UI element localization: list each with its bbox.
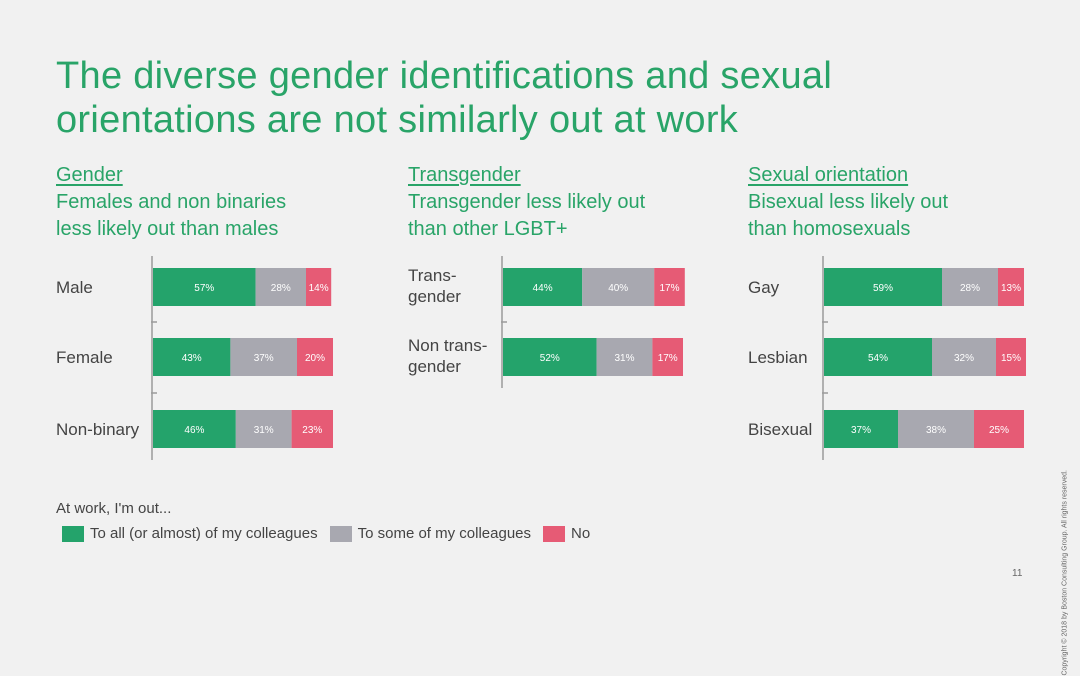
category-label: Non trans-gender bbox=[408, 336, 487, 376]
legend-item-no: No bbox=[537, 525, 590, 542]
bar-segment bbox=[230, 338, 297, 376]
panel-subtitle: Transgender less likely out than other L… bbox=[408, 191, 646, 240]
bar-data-label: 37% bbox=[851, 425, 871, 436]
panel-subtitle: Bisexual less likely out than homosexual… bbox=[748, 191, 949, 240]
category-label: Non-binary bbox=[56, 420, 140, 439]
bar-data-label: 44% bbox=[533, 283, 553, 294]
bar-data-label: 59% bbox=[873, 283, 893, 294]
bar-data-label: 14% bbox=[309, 283, 329, 294]
bar-segment bbox=[898, 410, 974, 448]
bar-data-label: 43% bbox=[182, 353, 202, 364]
bar-segment bbox=[824, 410, 898, 448]
bar-segment bbox=[824, 268, 942, 306]
legend-label-all: To all (or almost) of my colleagues bbox=[90, 525, 318, 542]
stacked-bar-charts: Male 57% 28% 14% Female 43% 37% 20% Non-binary 46… bbox=[56, 256, 1026, 460]
bar-data-label: 25% bbox=[989, 425, 1009, 436]
bar-data-label: 31% bbox=[614, 353, 634, 364]
bar-segment bbox=[942, 268, 998, 306]
category-label: Male bbox=[56, 278, 93, 297]
bar-data-label: 31% bbox=[254, 425, 274, 436]
bar-segment bbox=[596, 338, 653, 376]
bar-data-label: 57% bbox=[194, 283, 214, 294]
bar-data-label: 52% bbox=[540, 353, 560, 364]
bar-data-label: 32% bbox=[954, 353, 974, 364]
bar-data-label: 17% bbox=[659, 283, 679, 294]
bar-segment bbox=[974, 410, 1024, 448]
bar-data-label: 46% bbox=[184, 425, 204, 436]
bar-segment bbox=[996, 338, 1026, 376]
category-label-line: gender bbox=[408, 357, 461, 376]
category-label-line: Trans- bbox=[408, 266, 457, 285]
panel-sexual-orientation: Sexual orientation Bisexual less likely … bbox=[748, 162, 948, 243]
legend-label-some: To some of my colleagues bbox=[357, 525, 532, 542]
bar-data-label: 23% bbox=[302, 425, 322, 436]
chart-0: Male 57% 28% 14% Female 43% 37% 20% Non-binary 46… bbox=[56, 256, 333, 460]
panel-transgender: Transgender Transgender less likely out … bbox=[408, 162, 645, 243]
legend-title: At work, I'm out... bbox=[56, 500, 172, 517]
bar-segment bbox=[235, 410, 292, 448]
bar-segment bbox=[503, 268, 583, 306]
bar-segment bbox=[652, 338, 683, 376]
category-label: Lesbian bbox=[748, 348, 808, 367]
panel-heading: Gender bbox=[56, 164, 123, 186]
bar-segment bbox=[153, 338, 231, 376]
bar-segment bbox=[291, 410, 333, 448]
bar-data-label: 15% bbox=[1001, 353, 1021, 364]
panel-subtitle: Females and non binaries less likely out… bbox=[56, 191, 287, 240]
bar-segment bbox=[255, 268, 306, 306]
bar-segment bbox=[153, 410, 236, 448]
bar-data-label: 20% bbox=[305, 353, 325, 364]
slide-title: The diverse gender identifications and s… bbox=[56, 55, 833, 141]
legend-label-no: No bbox=[571, 525, 591, 542]
bar-segment bbox=[503, 338, 597, 376]
chart-2: Gay 59% 28% 13% Lesbian 54% 32% 15% Bisexual 37% 3… bbox=[748, 256, 1026, 460]
legend-swatch-no bbox=[543, 525, 566, 542]
chart-1: Trans-gender 44% 40% 17% Non trans-gender 52%… bbox=[408, 256, 685, 388]
panel-heading: Transgender bbox=[408, 164, 521, 186]
bar-segment bbox=[932, 338, 996, 376]
category-label-line: Non trans- bbox=[408, 336, 487, 355]
bar-segment bbox=[297, 338, 333, 376]
bar-data-label: 28% bbox=[271, 283, 291, 294]
panel-gender: Gender Females and non binaries less lik… bbox=[56, 162, 286, 243]
bar-data-label: 37% bbox=[254, 353, 274, 364]
category-label: Bisexual bbox=[748, 420, 812, 439]
category-label-line: gender bbox=[408, 287, 461, 306]
bar-data-label: 28% bbox=[960, 283, 980, 294]
legend: At work, I'm out... To all (or almost) o… bbox=[56, 500, 596, 542]
legend-item-all: To all (or almost) of my colleagues bbox=[56, 525, 318, 542]
legend-item-some: To some of my colleagues bbox=[324, 525, 531, 542]
legend-swatch-some bbox=[329, 525, 352, 542]
copyright-notice: Copyright © 2018 by Boston Consulting Gr… bbox=[1062, 470, 1069, 676]
bar-data-label: 54% bbox=[868, 353, 888, 364]
category-label: Trans-gender bbox=[408, 266, 461, 306]
panel-heading: Sexual orientation bbox=[748, 164, 909, 186]
bar-segment bbox=[824, 338, 932, 376]
bar-data-label: 38% bbox=[926, 425, 946, 436]
category-label: Gay bbox=[748, 278, 780, 297]
bar-data-label: 13% bbox=[1001, 283, 1021, 294]
bar-segment bbox=[153, 268, 256, 306]
legend-swatch-all bbox=[62, 525, 84, 542]
bar-segment bbox=[306, 268, 332, 306]
bar-data-label: 17% bbox=[658, 353, 678, 364]
page-number: 11 bbox=[1012, 568, 1023, 579]
bar-segment bbox=[582, 268, 655, 306]
bar-segment bbox=[998, 268, 1024, 306]
bar-data-label: 40% bbox=[608, 283, 628, 294]
bar-segment bbox=[654, 268, 685, 306]
category-label: Female bbox=[56, 348, 113, 367]
